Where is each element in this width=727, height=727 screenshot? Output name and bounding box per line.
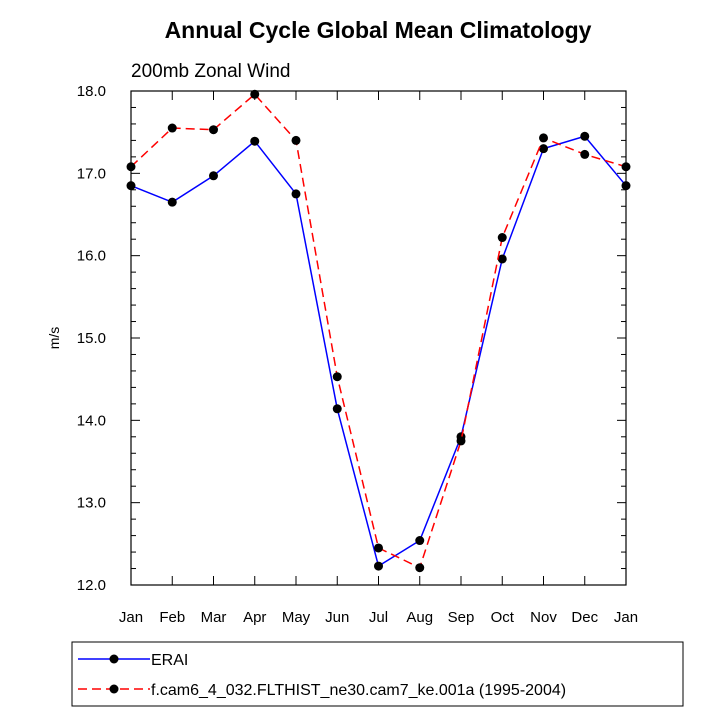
series-point-0 [126, 181, 136, 191]
y-axis-label: m/s [46, 327, 62, 350]
y-tick-label: 17.0 [77, 165, 106, 182]
plot-frame [130, 90, 627, 586]
x-tick-label: Apr [243, 609, 266, 626]
x-tick-label: Aug [406, 609, 433, 626]
x-tick-label: Nov [530, 609, 557, 626]
legend-marker-0 [109, 654, 119, 664]
series-point-1 [167, 123, 177, 133]
y-tick-label: 18.0 [77, 83, 106, 100]
series-point-0 [415, 536, 425, 546]
series-point-0 [539, 144, 548, 154]
legend-label-0: ERAI [151, 652, 188, 669]
series-point-0 [374, 561, 383, 571]
series-point-0 [291, 189, 301, 199]
plot-axes: Jan Feb Mar Apr May Jun Jul Aug Sep Oct Nov Dec Jan 1… [77, 83, 638, 626]
y-tick-label: 16.0 [77, 248, 106, 265]
series-point-1 [250, 89, 260, 99]
x-tick-label: Jun [325, 609, 349, 626]
x-tick-label: May [282, 609, 311, 626]
series-point-1 [332, 372, 342, 382]
series-line-1 [130, 93, 627, 569]
x-tick-label: Jan [614, 609, 638, 626]
chart-subtitle: 200mb Zonal Wind [131, 61, 290, 82]
series-point-0 [250, 136, 260, 146]
series-line-0 [130, 135, 627, 568]
series-point-1 [291, 135, 301, 145]
series-point-1 [126, 162, 136, 172]
legend: ERAI f.cam6_4_032.FLTHIST_ne30.cam7_ke.00… [71, 641, 684, 707]
x-tick-label: Feb [159, 609, 185, 626]
plot-series [126, 89, 631, 573]
series-point-1 [374, 543, 383, 553]
series-point-0 [621, 181, 631, 191]
y-tick-label: 15.0 [77, 330, 106, 347]
x-tick-label: Sep [448, 609, 475, 626]
series-point-1 [415, 563, 425, 573]
x-tick-label: Dec [571, 609, 598, 626]
x-tick-label: Oct [491, 609, 515, 626]
legend-label-1: f.cam6_4_032.FLTHIST_ne30.cam7_ke.001a (… [151, 682, 566, 699]
series-point-0 [497, 254, 507, 264]
y-tick-label: 14.0 [77, 412, 106, 429]
series-point-0 [209, 171, 218, 181]
y-tick-label: 13.0 [77, 495, 106, 512]
x-tick-label: Mar [201, 609, 227, 626]
series-point-1 [456, 436, 466, 446]
series-point-1 [580, 149, 590, 159]
series-point-1 [539, 133, 548, 143]
x-tick-label: Jan [119, 609, 143, 626]
legend-box [71, 641, 684, 707]
series-point-0 [332, 404, 342, 414]
y-tick-label: 12.0 [77, 577, 106, 594]
series-point-1 [497, 233, 507, 243]
chart-title: Annual Cycle Global Mean Climatology [165, 17, 592, 43]
series-point-0 [167, 197, 177, 207]
series-point-1 [209, 125, 218, 135]
x-tick-label: Jul [369, 609, 388, 626]
legend-marker-1 [109, 684, 119, 694]
series-point-0 [580, 131, 590, 141]
series-point-1 [621, 162, 631, 172]
